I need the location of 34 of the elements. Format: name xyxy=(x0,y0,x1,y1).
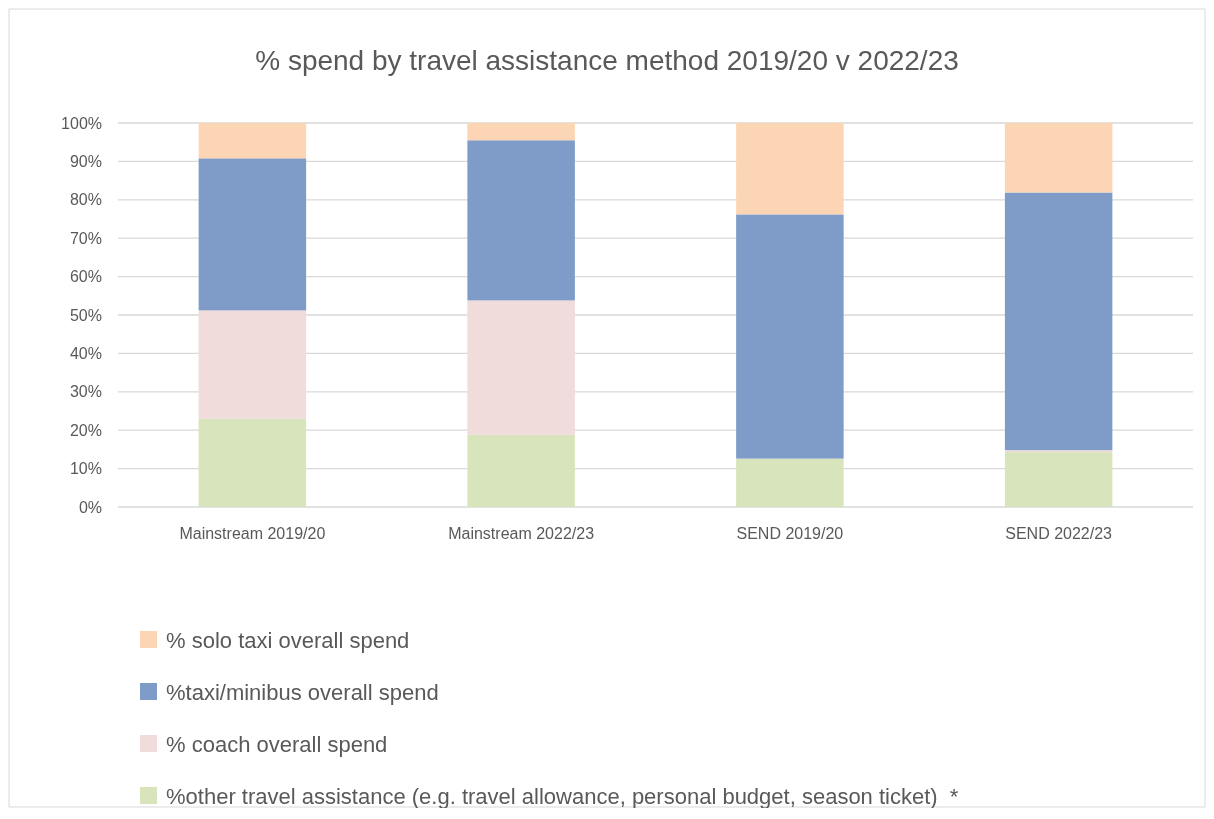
x-tick-label: Mainstream 2019/20 xyxy=(179,525,326,542)
y-tick-label: 100% xyxy=(61,114,102,132)
bar xyxy=(1004,192,1113,451)
bar xyxy=(467,300,575,435)
bar xyxy=(198,310,307,419)
bar xyxy=(198,418,307,507)
x-tick-label: SEND 2022/23 xyxy=(1005,525,1113,542)
x-tick-label: Mainstream 2022/23 xyxy=(448,525,595,542)
y-tick-label: 50% xyxy=(69,306,102,324)
y-tick-label: 90% xyxy=(69,153,102,170)
bar xyxy=(198,123,307,159)
legend-label: % solo taxi overall spend xyxy=(166,627,410,653)
bar xyxy=(736,458,844,507)
y-tick-label: 40% xyxy=(69,345,102,362)
y-tick-label: 0% xyxy=(78,498,102,516)
bar xyxy=(736,123,844,215)
y-tick-label: 10% xyxy=(69,460,102,478)
x-tick-label: SEND 2019/20 xyxy=(736,525,844,542)
bar xyxy=(467,123,575,141)
bar xyxy=(1004,452,1113,507)
bar xyxy=(736,214,844,459)
y-tick-label: 30% xyxy=(69,383,102,401)
legend-label: %other travel assistance (e.g. travel allowance, personal budget, season ticket) * xyxy=(166,783,959,809)
chart-title: % spend by travel assistance method 2019/20 v 2022/23 xyxy=(255,45,959,76)
legend-label: % coach overall spend xyxy=(166,731,388,757)
bar xyxy=(1004,123,1113,193)
y-tick-label: 20% xyxy=(69,421,102,439)
bar xyxy=(467,140,575,301)
bar xyxy=(198,158,307,311)
bar xyxy=(467,434,575,507)
y-tick-label: 80% xyxy=(69,191,102,209)
legend-label: %taxi/minibus overall spend xyxy=(166,679,439,705)
y-tick-label: 60% xyxy=(69,268,102,286)
y-tick-label: 70% xyxy=(69,229,102,247)
